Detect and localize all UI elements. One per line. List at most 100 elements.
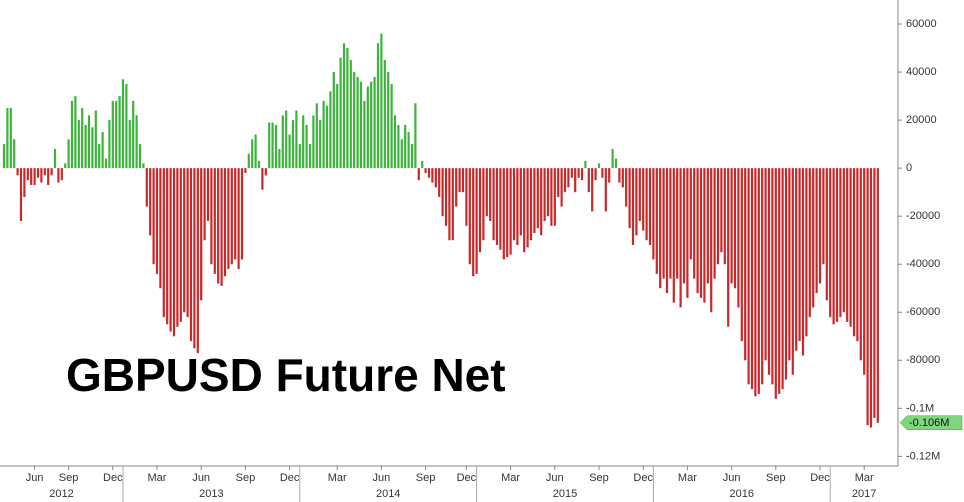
bar — [434, 168, 437, 188]
bar — [145, 168, 148, 207]
bar — [727, 168, 730, 327]
bar — [427, 168, 431, 178]
bar — [19, 168, 23, 221]
bar — [455, 168, 458, 207]
bar — [829, 168, 832, 318]
bar — [410, 144, 414, 169]
bar — [570, 168, 573, 178]
bar — [546, 168, 550, 217]
bar — [601, 168, 604, 178]
bar — [356, 76, 359, 169]
bar — [91, 127, 94, 169]
bar — [869, 168, 873, 428]
bar — [597, 163, 601, 169]
bar — [737, 168, 740, 308]
bar — [757, 168, 760, 394]
bar — [438, 168, 441, 197]
bar — [676, 168, 679, 279]
bar — [176, 168, 179, 327]
bar — [172, 168, 176, 337]
bar — [291, 120, 295, 169]
chart-title: GBPUSD Future Net — [66, 349, 506, 401]
bar — [506, 168, 509, 258]
bar — [43, 168, 46, 176]
bar — [771, 168, 774, 385]
bar — [339, 57, 342, 169]
bar — [9, 108, 12, 169]
bar — [713, 168, 716, 279]
y-tick-label: 0 — [906, 162, 912, 174]
bar — [526, 168, 529, 248]
bar — [251, 139, 254, 169]
bar — [397, 124, 400, 169]
bar — [312, 115, 315, 169]
bar — [560, 168, 563, 207]
year-label: 2015 — [553, 488, 577, 500]
bar — [353, 72, 356, 169]
bar — [53, 148, 57, 169]
bar — [458, 168, 461, 193]
bar — [808, 168, 811, 318]
bar — [390, 84, 393, 169]
bar — [852, 168, 856, 337]
bar — [784, 168, 788, 380]
x-tick-label: Dec — [457, 472, 477, 484]
x-tick-label: Mar — [148, 472, 167, 484]
bar — [315, 103, 318, 169]
year-label: 2012 — [49, 488, 73, 500]
bar — [635, 168, 638, 236]
bar — [6, 108, 9, 169]
bar — [285, 110, 288, 169]
bar — [47, 168, 50, 185]
y-tick-label: -0.12M — [906, 450, 940, 462]
bar — [319, 120, 322, 169]
bar — [152, 168, 155, 265]
year-label: 2014 — [376, 488, 400, 500]
bar — [135, 115, 138, 169]
bar — [359, 81, 363, 169]
bar — [594, 168, 597, 181]
bar — [111, 100, 114, 169]
bar — [200, 168, 203, 301]
bar — [448, 168, 451, 241]
bar — [805, 168, 808, 337]
bar — [550, 168, 553, 226]
bar — [489, 168, 492, 221]
x-tick-label: Dec — [103, 472, 123, 484]
bar — [774, 168, 777, 399]
bar — [472, 168, 475, 277]
bar — [366, 86, 369, 169]
annotation-label: -0.106M — [909, 417, 949, 429]
bar — [523, 168, 526, 253]
bar — [240, 168, 244, 260]
x-tick-label: Mar — [855, 472, 874, 484]
bar — [625, 168, 628, 207]
y-tick-label: -0.1M — [906, 402, 934, 414]
bar — [305, 124, 308, 169]
bar — [414, 103, 417, 169]
x-tick-label: Dec — [633, 472, 653, 484]
y-tick-label: 40000 — [906, 66, 937, 78]
bar — [574, 168, 577, 193]
bar — [138, 144, 142, 169]
y-tick-label: 60000 — [906, 18, 937, 30]
bar — [696, 168, 699, 294]
bar — [563, 168, 567, 193]
bar — [587, 168, 590, 193]
bar — [744, 168, 747, 361]
bar — [730, 168, 733, 284]
bar — [478, 168, 482, 253]
bar — [529, 168, 533, 241]
bar — [648, 168, 652, 246]
bar — [302, 115, 305, 169]
bar — [482, 168, 485, 241]
bar — [417, 168, 420, 181]
bar — [495, 168, 499, 246]
bar — [778, 168, 781, 394]
bar — [662, 168, 665, 279]
bar — [104, 158, 108, 169]
bar — [271, 122, 274, 169]
bar — [57, 168, 60, 183]
x-tick-label: Sep — [236, 472, 256, 484]
